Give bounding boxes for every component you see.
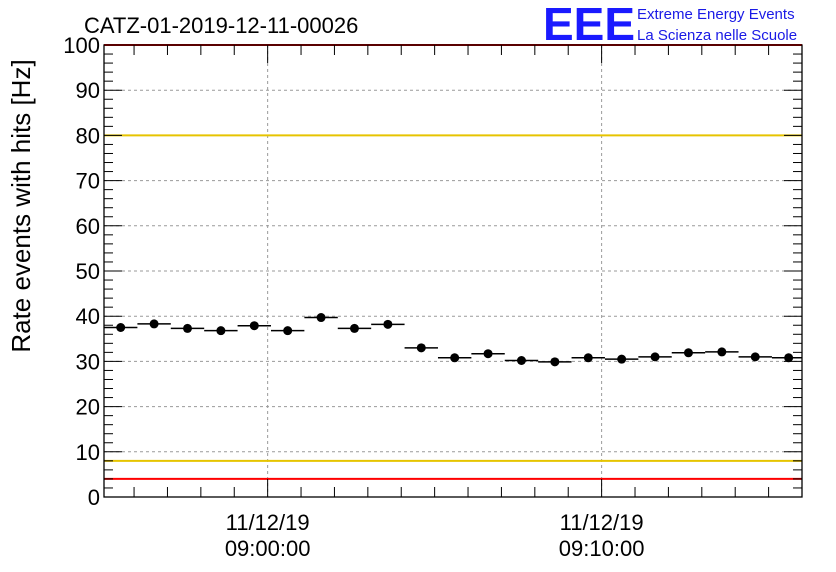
y-tick-label: 90: [76, 78, 100, 103]
data-point: [383, 319, 393, 329]
data-points: [104, 313, 802, 367]
grid-lines: [104, 45, 802, 497]
reference-lines: [104, 44, 802, 480]
data-point: [316, 313, 326, 323]
y-tick-label: 50: [76, 259, 100, 284]
chart-title: CATZ-01-2019-12-11-00026: [84, 13, 358, 38]
data-point: [650, 352, 660, 362]
y-tick-labels: 0 10 20 30 40 50 60 70 80 90 100: [63, 33, 100, 510]
data-point: [249, 321, 259, 331]
data-point: [349, 323, 359, 333]
data-point: [182, 323, 192, 333]
data-point: [149, 319, 159, 329]
data-point: [116, 323, 126, 332]
y-tick-label: 10: [76, 440, 100, 465]
data-point: [583, 353, 593, 363]
axes: [103, 44, 803, 498]
y-tick-label: 80: [76, 123, 100, 148]
logo-line-1: Extreme Energy Events: [637, 6, 795, 23]
data-point: [450, 353, 460, 363]
y-tick-label: 30: [76, 349, 100, 374]
data-point: [483, 349, 493, 359]
y-tick-label: 60: [76, 214, 100, 239]
x-tick-label-time: 09:10:00: [559, 536, 645, 561]
y-tick-label: 70: [76, 169, 100, 194]
data-point: [283, 326, 293, 336]
y-axis-label: Rate events with hits [Hz]: [6, 59, 36, 352]
x-tick-label-time: 09:00:00: [225, 536, 311, 561]
data-point: [683, 348, 693, 358]
x-tick-label-date: 11/12/19: [226, 510, 310, 535]
data-point: [750, 352, 760, 362]
data-point: [550, 357, 560, 367]
logo-mark: EEE: [543, 0, 635, 50]
data-point: [416, 343, 426, 353]
data-point: [617, 354, 627, 364]
y-tick-label: 100: [63, 33, 100, 58]
y-tick-label: 0: [88, 485, 100, 510]
y-tick-label: 20: [76, 395, 100, 420]
data-point: [516, 355, 526, 365]
x-tick-label-date: 11/12/19: [560, 510, 644, 535]
logo-line-2: La Scienza nelle Scuole: [637, 27, 797, 44]
data-point: [216, 326, 226, 336]
data-point: [784, 353, 794, 363]
y-tick-label: 40: [76, 304, 100, 329]
data-point: [717, 347, 727, 357]
eee-logo: EEE Extreme Energy Events La Scienza nel…: [543, 0, 797, 50]
